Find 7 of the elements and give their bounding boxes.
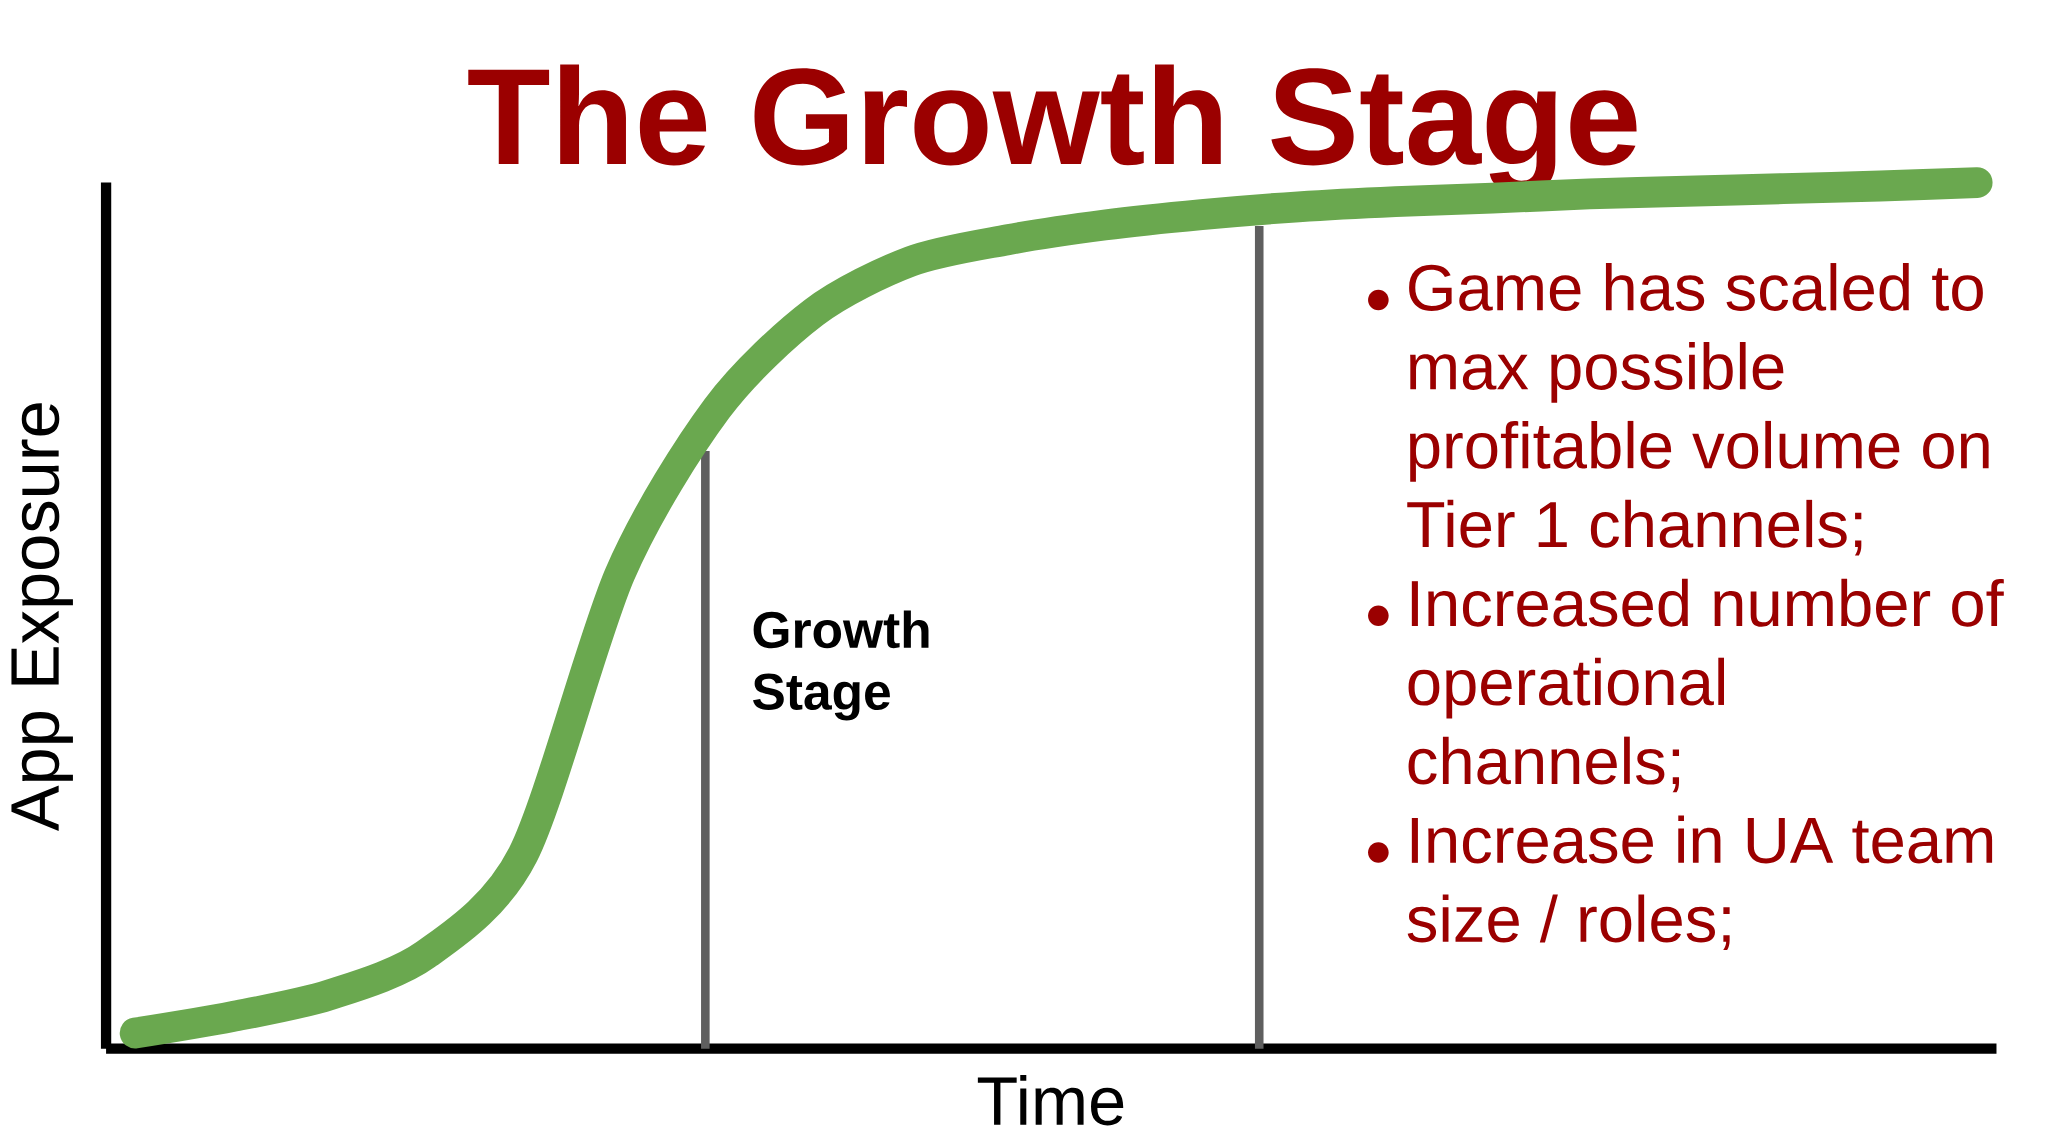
x-axis-title: Time xyxy=(977,1075,1124,1126)
annotation: Increase in UA team size / roles; xyxy=(1407,815,1993,951)
y-axis-title: App Exposure xyxy=(11,403,73,832)
annotation: Growth Stage xyxy=(753,610,929,721)
annotation: Increased number of operational channels; xyxy=(1408,578,2004,793)
annotation: Game has scaled to max possible profitable volume on Tier 1 channels; xyxy=(1407,263,1989,556)
chart-title: The Growth Stage xyxy=(468,64,1637,194)
